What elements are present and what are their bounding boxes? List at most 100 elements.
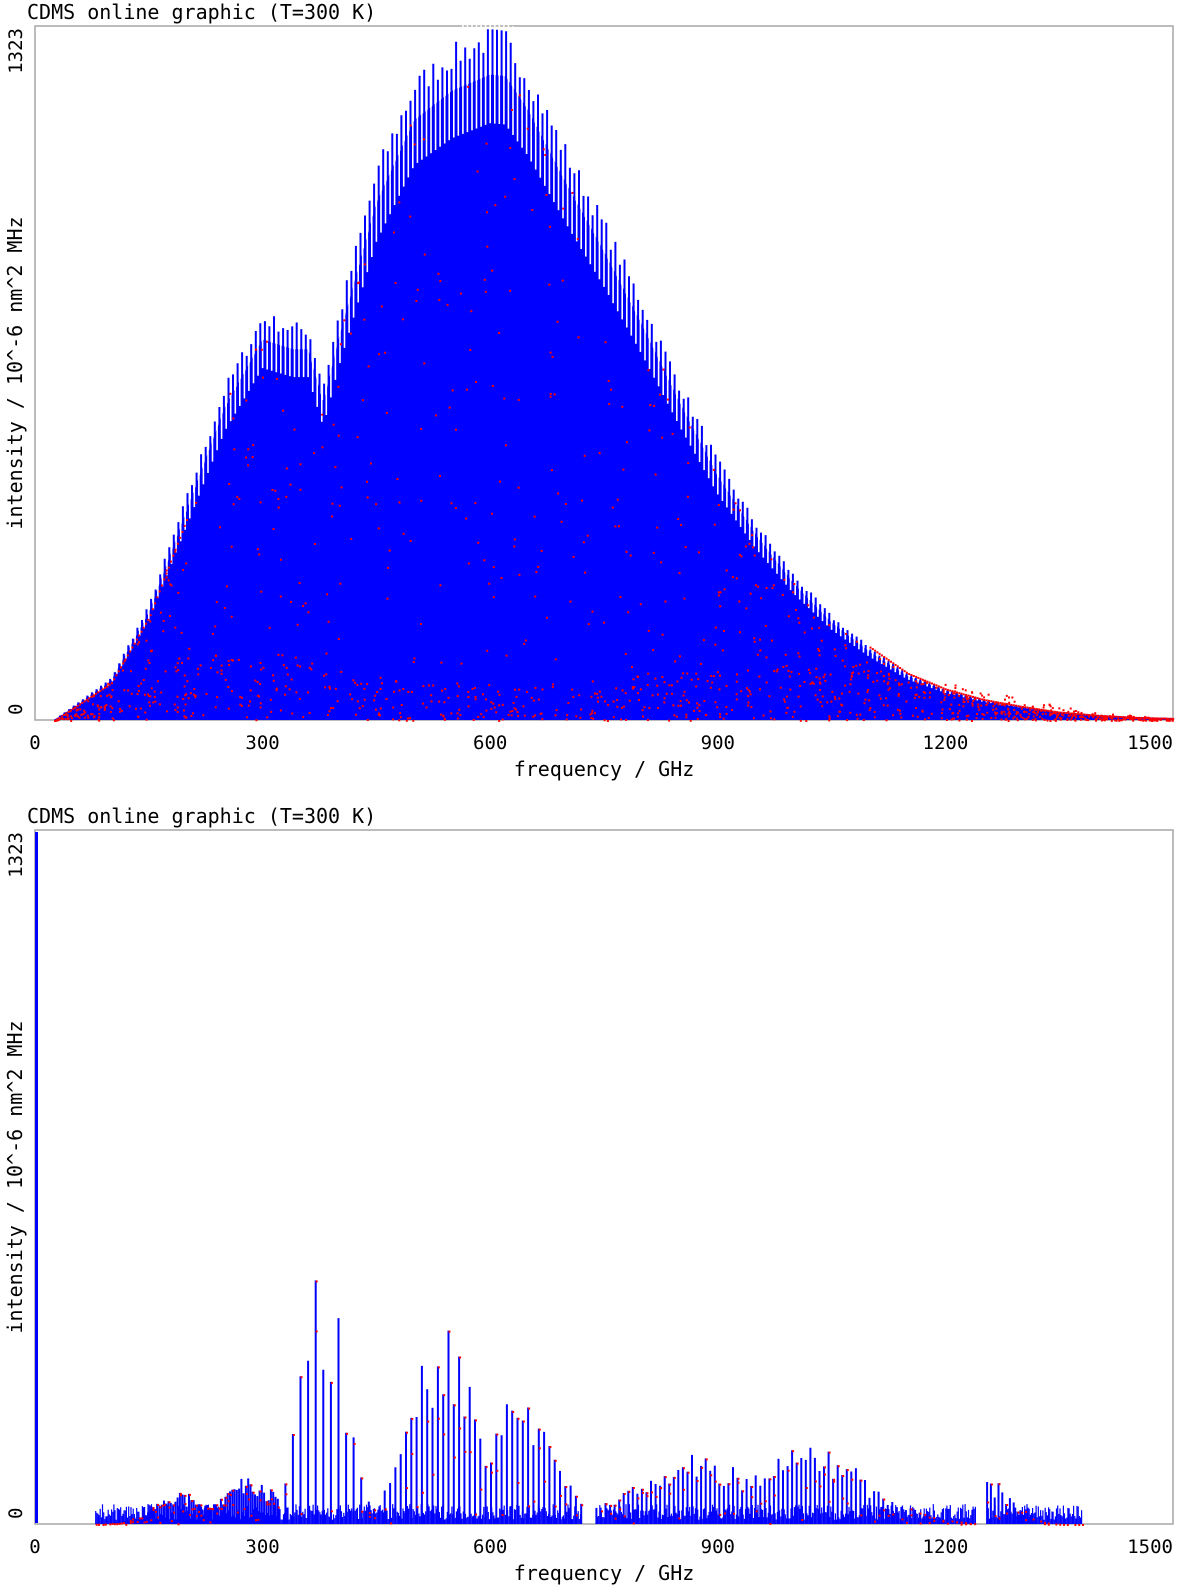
data-point [846, 1502, 849, 1505]
data-point [375, 503, 378, 506]
data-point [916, 682, 919, 685]
data-point [608, 403, 611, 406]
data-point [272, 528, 275, 530]
data-point [578, 694, 581, 697]
data-point [852, 666, 855, 668]
data-point [738, 600, 741, 603]
data-point [456, 695, 459, 698]
data-point [214, 706, 217, 709]
data-point [193, 693, 196, 696]
data-point [124, 658, 127, 661]
data-point [957, 712, 960, 715]
data-point [805, 720, 808, 722]
data-point [969, 1523, 972, 1525]
data-point [329, 687, 331, 690]
data-point [182, 569, 185, 571]
data-point [144, 667, 147, 670]
data-point [951, 712, 954, 715]
data-point [695, 672, 698, 675]
data-point [1124, 718, 1127, 721]
data-point [654, 677, 657, 680]
data-point [81, 713, 84, 716]
data-point [937, 685, 940, 688]
data-point [1115, 719, 1118, 722]
data-point [834, 698, 837, 701]
data-point [1126, 716, 1129, 719]
data-point [236, 495, 239, 498]
data-point [245, 716, 248, 719]
data-point [956, 691, 958, 694]
data-point [1160, 717, 1163, 720]
data-point [575, 715, 578, 718]
data-point [1091, 713, 1094, 716]
data-point [343, 319, 346, 322]
data-point [980, 704, 983, 707]
data-point [1113, 715, 1116, 718]
data-point [528, 1407, 531, 1410]
data-point [1074, 710, 1077, 712]
data-point [731, 708, 734, 711]
data-point [1007, 707, 1010, 710]
data-point [866, 676, 869, 679]
data-point [765, 587, 768, 590]
data-point [170, 1520, 173, 1523]
data-point [496, 1433, 499, 1436]
data-point [170, 584, 173, 587]
data-point [914, 693, 917, 696]
data-point [500, 577, 503, 580]
data-point [687, 462, 690, 465]
data-point [163, 578, 166, 581]
data-point [721, 649, 724, 652]
data-point [166, 710, 168, 713]
data-point [637, 675, 639, 678]
data-point [474, 502, 477, 505]
data-point [423, 253, 426, 256]
data-point [1043, 704, 1045, 707]
data-point [629, 554, 632, 557]
data-point [900, 683, 903, 686]
data-point [1023, 704, 1026, 707]
data-point [259, 662, 262, 664]
data-point [64, 713, 67, 716]
data-point [209, 666, 212, 669]
data-point [828, 624, 831, 627]
data-point [873, 716, 876, 719]
data-point [420, 623, 422, 625]
data-point [515, 695, 518, 698]
data-point [773, 1476, 776, 1478]
data-point [218, 1507, 221, 1510]
data-point [227, 1493, 230, 1496]
data-point [87, 700, 90, 703]
data-point [747, 695, 750, 698]
data-point [898, 709, 901, 712]
data-point [232, 1489, 235, 1492]
data-point [491, 385, 494, 387]
data-point [740, 690, 743, 693]
data-point [771, 587, 774, 590]
data-point [638, 699, 640, 702]
data-point [899, 712, 902, 715]
data-point [579, 716, 582, 719]
data-point [56, 718, 59, 721]
data-point [1016, 719, 1019, 722]
data-point [960, 692, 963, 695]
data-point [184, 694, 187, 697]
data-point [304, 602, 307, 605]
data-point [698, 710, 701, 712]
data-point [76, 715, 79, 718]
data-point [1112, 713, 1114, 716]
data-point [135, 638, 138, 641]
data-point [1031, 705, 1034, 708]
data-point [1100, 714, 1103, 717]
data-point [346, 1432, 349, 1435]
data-point [887, 688, 890, 691]
data-point [446, 303, 449, 306]
data-point [326, 593, 329, 596]
data-point [1049, 710, 1052, 713]
data-point [880, 654, 883, 657]
data-point [107, 682, 110, 685]
data-point [368, 1515, 371, 1518]
data-point [850, 674, 853, 677]
data-point [485, 1465, 488, 1468]
data-point [67, 717, 70, 720]
